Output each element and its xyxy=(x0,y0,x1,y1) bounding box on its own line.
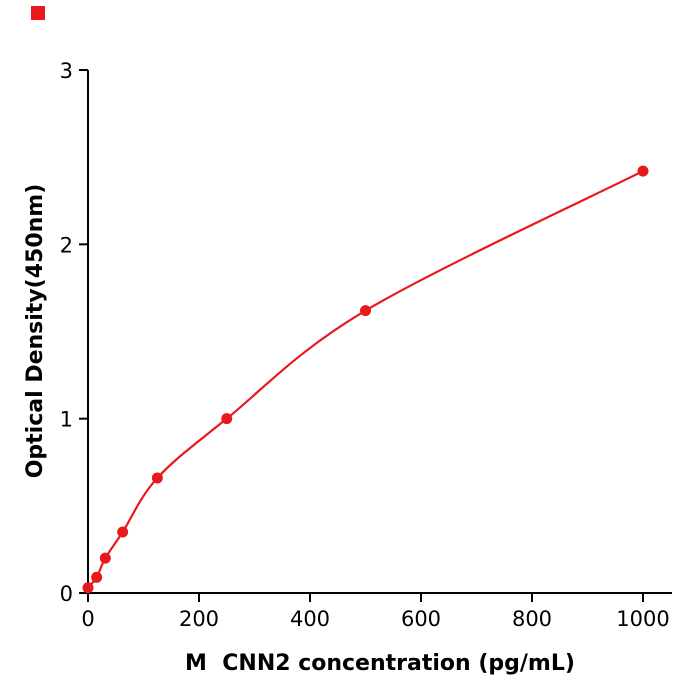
y-tick-label: 2 xyxy=(60,233,73,257)
x-tick-label: 800 xyxy=(512,607,552,631)
x-tick-label: 0 xyxy=(81,607,94,631)
y-tick-label: 1 xyxy=(60,408,73,432)
data-points-layer xyxy=(82,165,649,594)
y-tick-label: 0 xyxy=(60,582,73,606)
fit-curve-layer xyxy=(86,170,645,589)
data-point xyxy=(99,552,111,564)
x-tick-label: 1000 xyxy=(616,607,669,631)
data-point xyxy=(117,526,129,538)
x-tick-label: 200 xyxy=(179,607,219,631)
ticks-layer: 0 200 400 600 800 1000 0 1 2 3 xyxy=(60,59,670,631)
x-axis-label: M CNN2 concentration (pg/mL) xyxy=(185,651,575,676)
data-point xyxy=(360,305,371,317)
data-point xyxy=(221,413,233,425)
y-axis-label: Optical Density(450nm) xyxy=(23,184,48,479)
data-point xyxy=(151,472,163,484)
y-tick-label: 3 xyxy=(60,59,73,83)
data-point xyxy=(91,571,103,583)
x-tick-label: 400 xyxy=(290,607,330,631)
axes-layer xyxy=(87,70,672,594)
data-point xyxy=(637,165,649,177)
data-point xyxy=(82,582,94,594)
fit-curve xyxy=(86,170,645,589)
x-tick-label: 600 xyxy=(401,607,441,631)
red-corner-mark xyxy=(31,6,45,20)
